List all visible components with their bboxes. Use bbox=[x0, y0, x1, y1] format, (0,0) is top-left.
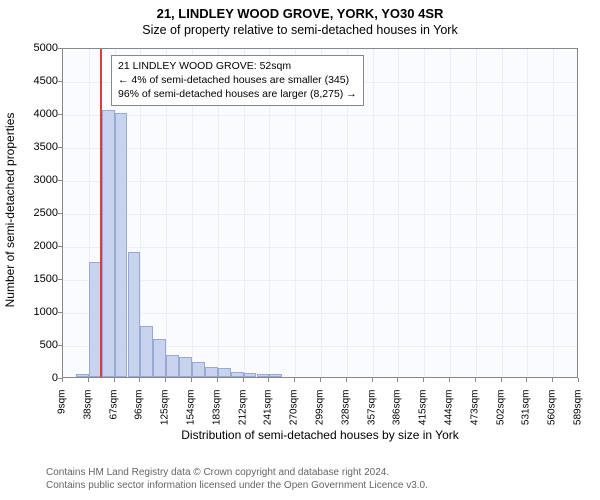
y-tick-mark bbox=[58, 48, 62, 49]
x-tick-mark bbox=[139, 378, 140, 382]
x-tick-mark bbox=[165, 378, 166, 382]
histogram-bar bbox=[257, 374, 270, 377]
y-tick-label: 4000 bbox=[0, 108, 58, 120]
histogram-bar bbox=[153, 339, 166, 377]
x-tick-mark bbox=[526, 378, 527, 382]
x-tick-label: 386sqm bbox=[392, 390, 403, 430]
x-tick-label: 444sqm bbox=[444, 390, 455, 430]
x-tick-label: 328sqm bbox=[340, 390, 351, 430]
annotation-line: ← 4% of semi-detached houses are smaller… bbox=[118, 73, 357, 87]
y-tick-label: 500 bbox=[0, 339, 58, 351]
x-tick-mark bbox=[423, 378, 424, 382]
chart-title-line2: Size of property relative to semi-detach… bbox=[0, 21, 600, 41]
marker-line bbox=[100, 49, 102, 377]
y-tick-mark bbox=[58, 279, 62, 280]
x-tick-label: 502sqm bbox=[495, 390, 506, 430]
histogram-bar bbox=[115, 113, 128, 377]
annotation-box: 21 LINDLEY WOOD GROVE: 52sqm← 4% of semi… bbox=[111, 55, 364, 106]
x-tick-mark bbox=[294, 378, 295, 382]
gridline-v bbox=[527, 49, 528, 377]
histogram-bar bbox=[205, 367, 218, 377]
x-tick-label: 67sqm bbox=[108, 390, 119, 430]
x-tick-label: 154sqm bbox=[186, 390, 197, 430]
x-tick-label: 125sqm bbox=[160, 390, 171, 430]
y-tick-label: 3000 bbox=[0, 174, 58, 186]
y-tick-label: 2000 bbox=[0, 240, 58, 252]
annotation-line: 21 LINDLEY WOOD GROVE: 52sqm bbox=[118, 59, 357, 73]
footer-line2: Contains public sector information licen… bbox=[46, 479, 428, 492]
histogram-bar bbox=[218, 368, 231, 377]
footer-attribution: Contains HM Land Registry data © Crown c… bbox=[46, 466, 428, 492]
x-tick-mark bbox=[268, 378, 269, 382]
y-tick-mark bbox=[58, 147, 62, 148]
gridline-v bbox=[553, 49, 554, 377]
y-tick-label: 0 bbox=[0, 372, 58, 384]
x-tick-mark bbox=[320, 378, 321, 382]
x-tick-mark bbox=[552, 378, 553, 382]
x-tick-label: 212sqm bbox=[237, 390, 248, 430]
gridline-v bbox=[424, 49, 425, 377]
y-tick-label: 4500 bbox=[0, 75, 58, 87]
x-tick-label: 531sqm bbox=[521, 390, 532, 430]
histogram-bar bbox=[166, 355, 179, 377]
x-axis-label: Distribution of semi-detached houses by … bbox=[62, 428, 578, 442]
x-tick-mark bbox=[217, 378, 218, 382]
chart-container: Number of semi-detached properties 21 LI… bbox=[0, 40, 600, 440]
x-tick-label: 38sqm bbox=[82, 390, 93, 430]
x-tick-mark bbox=[449, 378, 450, 382]
x-tick-mark bbox=[397, 378, 398, 382]
gridline-v bbox=[450, 49, 451, 377]
x-tick-mark bbox=[62, 378, 63, 382]
x-tick-mark bbox=[114, 378, 115, 382]
x-tick-mark bbox=[501, 378, 502, 382]
x-tick-mark bbox=[372, 378, 373, 382]
x-tick-label: 589sqm bbox=[573, 390, 584, 430]
y-tick-mark bbox=[58, 246, 62, 247]
x-tick-mark bbox=[243, 378, 244, 382]
x-tick-label: 241sqm bbox=[263, 390, 274, 430]
histogram-bar bbox=[128, 252, 141, 377]
histogram-bar bbox=[102, 110, 115, 377]
x-tick-mark bbox=[191, 378, 192, 382]
histogram-bar bbox=[269, 374, 282, 377]
x-tick-label: 473sqm bbox=[469, 390, 480, 430]
histogram-bar bbox=[76, 374, 89, 377]
x-tick-mark bbox=[346, 378, 347, 382]
chart-title-line1: 21, LINDLEY WOOD GROVE, YORK, YO30 4SR bbox=[0, 0, 600, 21]
histogram-bar bbox=[140, 326, 153, 377]
gridline-v bbox=[373, 49, 374, 377]
y-tick-label: 1500 bbox=[0, 273, 58, 285]
y-tick-mark bbox=[58, 213, 62, 214]
histogram-bar bbox=[179, 357, 192, 377]
gridline-v bbox=[502, 49, 503, 377]
histogram-bar bbox=[192, 362, 205, 377]
y-tick-label: 2500 bbox=[0, 207, 58, 219]
y-tick-label: 3500 bbox=[0, 141, 58, 153]
x-tick-label: 183sqm bbox=[211, 390, 222, 430]
x-tick-label: 560sqm bbox=[547, 390, 558, 430]
footer-line1: Contains HM Land Registry data © Crown c… bbox=[46, 466, 428, 479]
y-tick-mark bbox=[58, 81, 62, 82]
y-tick-mark bbox=[58, 312, 62, 313]
x-tick-label: 415sqm bbox=[418, 390, 429, 430]
x-tick-mark bbox=[88, 378, 89, 382]
annotation-line: 96% of semi-detached houses are larger (… bbox=[118, 87, 357, 101]
x-tick-label: 9sqm bbox=[57, 390, 68, 430]
x-tick-label: 299sqm bbox=[315, 390, 326, 430]
plot-area: 21 LINDLEY WOOD GROVE: 52sqm← 4% of semi… bbox=[62, 48, 578, 378]
y-tick-label: 5000 bbox=[0, 42, 58, 54]
x-tick-label: 96sqm bbox=[134, 390, 145, 430]
gridline-v bbox=[398, 49, 399, 377]
y-tick-mark bbox=[58, 180, 62, 181]
histogram-bar bbox=[244, 373, 257, 377]
y-tick-mark bbox=[58, 114, 62, 115]
y-tick-mark bbox=[58, 345, 62, 346]
y-tick-label: 1000 bbox=[0, 306, 58, 318]
histogram-bar bbox=[231, 372, 244, 377]
x-tick-mark bbox=[578, 378, 579, 382]
x-tick-label: 270sqm bbox=[289, 390, 300, 430]
x-tick-mark bbox=[475, 378, 476, 382]
x-tick-label: 357sqm bbox=[366, 390, 377, 430]
gridline-v bbox=[476, 49, 477, 377]
